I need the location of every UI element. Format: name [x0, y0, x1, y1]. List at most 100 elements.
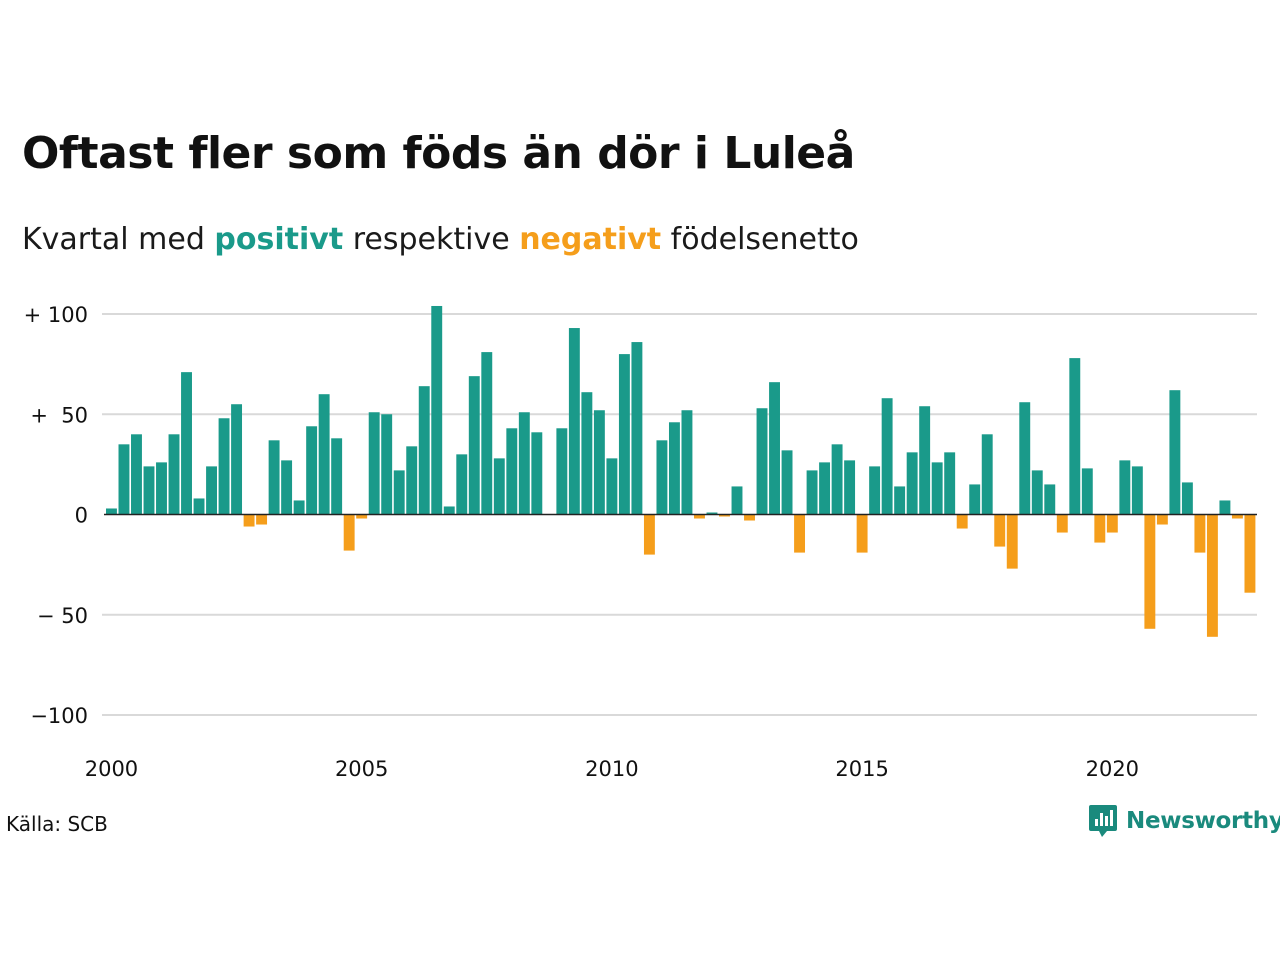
- bar-positive: [231, 404, 243, 515]
- bar-positive: [431, 305, 443, 515]
- bar-positive: [1119, 460, 1131, 515]
- x-tick-label: 2005: [335, 757, 388, 781]
- bar-positive: [131, 434, 142, 515]
- bar-negative: [744, 514, 755, 521]
- bar-positive: [881, 398, 893, 515]
- bar-positive: [819, 462, 831, 515]
- bar-positive: [1044, 484, 1056, 515]
- bar-positive: [1019, 402, 1031, 515]
- bar-positive: [681, 410, 693, 515]
- bar-positive: [468, 376, 480, 515]
- bar-positive: [168, 434, 180, 515]
- subtitle-middle: respektive: [343, 222, 520, 257]
- bar-positive: [368, 412, 380, 515]
- bar-negative: [1206, 514, 1218, 637]
- bar-positive: [831, 444, 843, 515]
- bar-negative: [1056, 514, 1068, 533]
- bar-positive: [556, 428, 568, 515]
- bar-positive: [1031, 470, 1043, 515]
- bar-positive: [618, 354, 630, 515]
- bar-positive: [906, 452, 918, 515]
- subtitle-prefix: Kvartal med: [22, 222, 215, 257]
- bar-positive: [118, 444, 130, 515]
- bar-positive: [1131, 466, 1143, 515]
- chart-title: Oftast fler som föds än dör i Luleå: [22, 128, 855, 179]
- bar-positive: [306, 426, 318, 515]
- bar-positive: [1181, 482, 1193, 515]
- bar-positive: [894, 486, 906, 515]
- bar-positive: [193, 498, 205, 515]
- bar-negative: [256, 514, 268, 525]
- y-tick-label: −100: [30, 704, 88, 728]
- bar-positive: [293, 500, 305, 515]
- y-axis-ticks: + 100 + 50 0 − 50 −100: [24, 303, 88, 728]
- bar-positive: [756, 408, 768, 515]
- bar-positive: [381, 414, 393, 515]
- bar-positive: [318, 394, 330, 515]
- bar-negative: [1231, 514, 1243, 519]
- bar-positive: [969, 484, 981, 515]
- bar-negative: [956, 514, 968, 529]
- bar-positive: [769, 382, 780, 515]
- brand-name: Newsworthy: [1126, 808, 1280, 834]
- bar-positive: [506, 428, 518, 515]
- bar-negative: [1144, 514, 1156, 629]
- bar-positive: [406, 446, 418, 515]
- bar-positive: [606, 458, 618, 515]
- bar-positive: [1219, 500, 1231, 515]
- bar-positive: [456, 454, 468, 515]
- bar-positive: [668, 422, 680, 515]
- bar-positive: [156, 462, 167, 515]
- bar-positive: [581, 392, 593, 515]
- bar-positive: [206, 466, 217, 515]
- bar-positive: [481, 352, 493, 515]
- bar-positive: [143, 466, 155, 515]
- bar-positive: [731, 486, 743, 515]
- bar-positive: [518, 412, 530, 515]
- bar-chart: + 100 + 50 0 − 50 −100 2000 2005 2010 2015 2020: [24, 303, 1257, 781]
- bar-positive: [844, 460, 856, 515]
- x-tick-label: 2000: [85, 757, 138, 781]
- bar-positive: [631, 342, 643, 515]
- bar-negative: [694, 514, 705, 519]
- bar-positive: [418, 386, 430, 515]
- bar-positive: [331, 438, 343, 515]
- bar-negative: [856, 514, 868, 553]
- subtitle-negative: negativt: [519, 222, 662, 257]
- bar-positive: [1081, 468, 1093, 515]
- bar-positive: [706, 512, 718, 515]
- bar-positive: [981, 434, 993, 515]
- bar-positive: [218, 418, 230, 515]
- gridlines: [102, 313, 1257, 716]
- bar-positive: [656, 440, 668, 515]
- x-tick-label: 2015: [835, 757, 888, 781]
- bar-positive: [393, 470, 405, 515]
- bar-positive: [568, 328, 580, 515]
- bars: [106, 305, 1256, 637]
- bar-positive: [1169, 390, 1181, 515]
- chart-subtitle: Kvartal med positivt respektive negativt…: [22, 222, 859, 257]
- bar-negative: [243, 514, 255, 527]
- bar-positive: [919, 406, 931, 515]
- bar-negative: [994, 514, 1006, 547]
- y-tick-label: + 100: [24, 303, 88, 327]
- bar-negative: [719, 514, 730, 517]
- bar-negative: [1006, 514, 1018, 569]
- newsworthy-brand: Newsworthy: [1088, 804, 1280, 838]
- bar-negative: [356, 514, 368, 519]
- y-tick-label: − 50: [37, 604, 88, 628]
- newsworthy-logo-icon: [1089, 805, 1117, 837]
- bar-negative: [794, 514, 806, 553]
- x-tick-label: 2010: [585, 757, 638, 781]
- bar-positive: [268, 440, 280, 515]
- bar-positive: [806, 470, 818, 515]
- bar-negative: [1244, 514, 1256, 593]
- bar-positive: [931, 462, 943, 515]
- source-note: Källa: SCB: [6, 812, 108, 836]
- bar-positive: [781, 450, 793, 515]
- bar-negative: [1156, 514, 1168, 525]
- bar-positive: [493, 458, 505, 515]
- bar-positive: [281, 460, 293, 515]
- bar-positive: [1069, 358, 1081, 515]
- subtitle-suffix: födelsenetto: [661, 222, 859, 257]
